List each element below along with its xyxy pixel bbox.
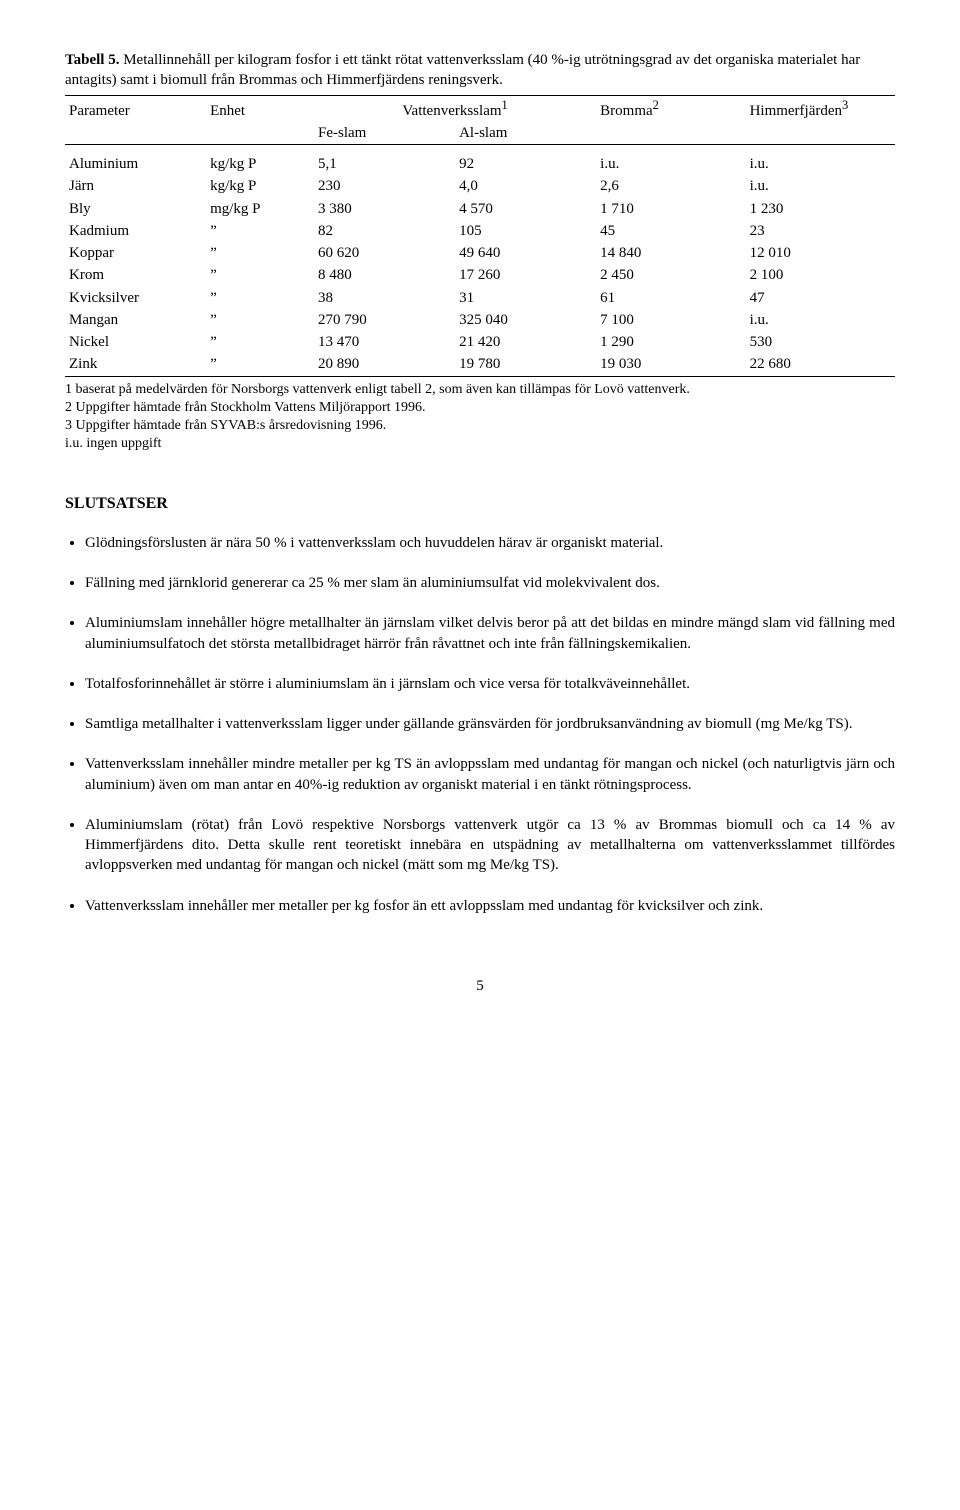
subcol-fe-slam: Fe-slam (314, 122, 455, 145)
table-cell: Järn (65, 175, 206, 197)
table-row: Nickel”13 47021 4201 290530 (65, 331, 895, 353)
page-number: 5 (65, 976, 895, 996)
col-parameter: Parameter (65, 95, 206, 122)
table-cell: Nickel (65, 331, 206, 353)
table-cell: 20 890 (314, 353, 455, 376)
table-cell: 45 (596, 220, 745, 242)
table-cell: Koppar (65, 242, 206, 264)
table-cell: 17 260 (455, 264, 596, 286)
table-cell: 47 (746, 287, 895, 309)
table-row: Mangan”270 790325 0407 100i.u. (65, 309, 895, 331)
table-cell: 270 790 (314, 309, 455, 331)
footnote-2: 2 Uppgifter hämtade från Stockholm Vatte… (65, 399, 895, 417)
table-cell: 19 780 (455, 353, 596, 376)
table-row: Järnkg/kg P2304,02,6i.u. (65, 175, 895, 197)
table-cell: 22 680 (746, 353, 895, 376)
table-cell: 23 (746, 220, 895, 242)
table-cell: Zink (65, 353, 206, 376)
table-cell: 1 290 (596, 331, 745, 353)
table-cell: 14 840 (596, 242, 745, 264)
table-row: Kvicksilver”38316147 (65, 287, 895, 309)
table-cell: Kadmium (65, 220, 206, 242)
col-himmerfjarden: Himmerfjärden3 (746, 95, 895, 122)
table-cell: 7 100 (596, 309, 745, 331)
table-cell: 2 450 (596, 264, 745, 286)
table-cell: 1 230 (746, 198, 895, 220)
conclusion-item: Aluminiumslam innehåller högre metallhal… (85, 613, 895, 654)
table-cell: Aluminium (65, 153, 206, 175)
table-cell: ” (206, 353, 314, 376)
table-cell: ” (206, 309, 314, 331)
table-cell: ” (206, 287, 314, 309)
table-row: Koppar”60 62049 64014 84012 010 (65, 242, 895, 264)
conclusion-item: Samtliga metallhalter i vattenverksslam … (85, 714, 895, 734)
table-cell: 13 470 (314, 331, 455, 353)
table-cell: 8 480 (314, 264, 455, 286)
table-cell: 4,0 (455, 175, 596, 197)
col-bromma: Bromma2 (596, 95, 745, 122)
table-cell: 2,6 (596, 175, 745, 197)
col-vattenverksslam: Vattenverksslam1 (314, 95, 596, 122)
table-cell: 2 100 (746, 264, 895, 286)
footnote-iu: i.u. ingen uppgift (65, 435, 895, 453)
conclusion-item: Vattenverksslam innehåller mer metaller … (85, 896, 895, 916)
table-cell: 60 620 (314, 242, 455, 264)
table-body: Aluminiumkg/kg P5,192i.u.i.u.Järnkg/kg P… (65, 145, 895, 377)
conclusion-item: Vattenverksslam innehåller mindre metall… (85, 754, 895, 795)
table-cell: 325 040 (455, 309, 596, 331)
conclusion-item: Totalfosforinnehållet är större i alumin… (85, 674, 895, 694)
section-heading: SLUTSATSER (65, 493, 895, 515)
conclusions-list: Glödningsförslusten är nära 50 % i vatte… (65, 533, 895, 916)
table-caption: Tabell 5. Metallinnehåll per kilogram fo… (65, 50, 895, 91)
conclusion-item: Aluminiumslam (rötat) från Lovö respekti… (85, 815, 895, 876)
table-cell: 1 710 (596, 198, 745, 220)
table-cell: 12 010 (746, 242, 895, 264)
table-cell: 38 (314, 287, 455, 309)
table-cell: i.u. (746, 175, 895, 197)
subcol-al-slam: Al-slam (455, 122, 596, 145)
table-cell: ” (206, 331, 314, 353)
table-cell: Bly (65, 198, 206, 220)
table-cell: kg/kg P (206, 153, 314, 175)
table-cell: kg/kg P (206, 175, 314, 197)
table-cell: 31 (455, 287, 596, 309)
caption-text: Metallinnehåll per kilogram fosfor i ett… (65, 52, 860, 88)
table-cell: 21 420 (455, 331, 596, 353)
col-unit: Enhet (206, 95, 314, 122)
table-row: Kadmium”821054523 (65, 220, 895, 242)
table-cell: i.u. (746, 153, 895, 175)
table-cell: ” (206, 242, 314, 264)
table-row: Aluminiumkg/kg P5,192i.u.i.u. (65, 153, 895, 175)
table-cell: 4 570 (455, 198, 596, 220)
table-cell: Kvicksilver (65, 287, 206, 309)
table-cell: i.u. (746, 309, 895, 331)
table-cell: 92 (455, 153, 596, 175)
table-cell: i.u. (596, 153, 745, 175)
table-row: Zink”20 89019 78019 03022 680 (65, 353, 895, 376)
table-cell: ” (206, 220, 314, 242)
table-cell: 61 (596, 287, 745, 309)
table-cell: ” (206, 264, 314, 286)
table-cell: 3 380 (314, 198, 455, 220)
table-footnotes: 1 baserat på medelvärden för Norsborgs v… (65, 381, 895, 454)
table-cell: Mangan (65, 309, 206, 331)
table-cell: 5,1 (314, 153, 455, 175)
table-cell: 230 (314, 175, 455, 197)
metal-content-table: Parameter Enhet Vattenverksslam1 Bromma2… (65, 95, 895, 377)
table-cell: 49 640 (455, 242, 596, 264)
table-cell: 19 030 (596, 353, 745, 376)
table-cell: mg/kg P (206, 198, 314, 220)
conclusion-item: Fällning med järnklorid genererar ca 25 … (85, 573, 895, 593)
conclusion-item: Glödningsförslusten är nära 50 % i vatte… (85, 533, 895, 553)
caption-label: Tabell 5. (65, 52, 119, 68)
table-row: Blymg/kg P3 3804 5701 7101 230 (65, 198, 895, 220)
table-cell: 105 (455, 220, 596, 242)
table-cell: 530 (746, 331, 895, 353)
table-row: Krom”8 48017 2602 4502 100 (65, 264, 895, 286)
footnote-3: 3 Uppgifter hämtade från SYVAB:s årsredo… (65, 417, 895, 435)
table-cell: 82 (314, 220, 455, 242)
table-cell: Krom (65, 264, 206, 286)
footnote-1: 1 baserat på medelvärden för Norsborgs v… (65, 381, 895, 399)
